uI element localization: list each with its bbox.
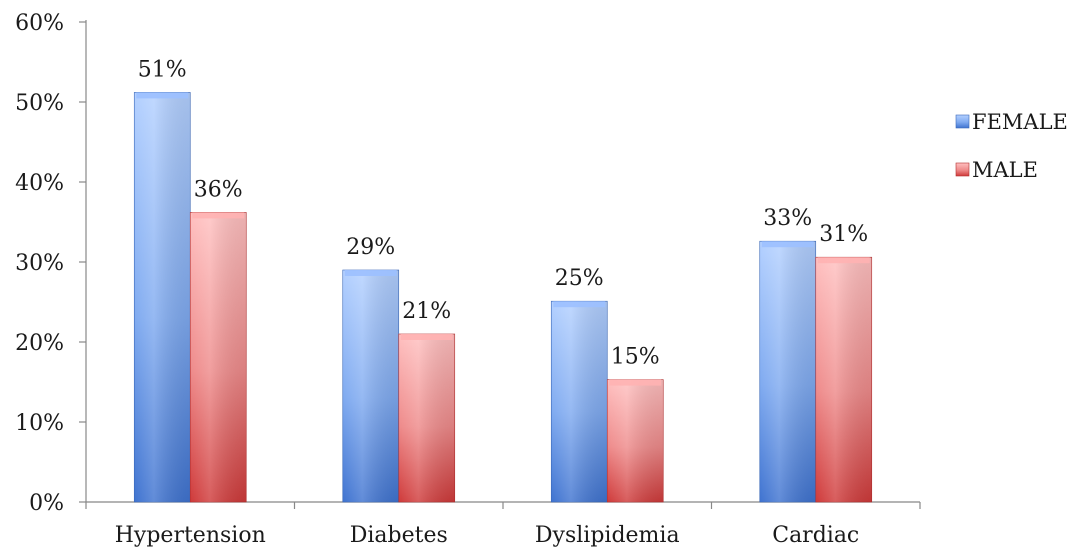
data-label: 21% bbox=[402, 299, 451, 324]
bar-top-bevel bbox=[344, 270, 397, 276]
y-tick-label: 0% bbox=[29, 491, 64, 516]
x-tick-label: Dyslipidemia bbox=[535, 523, 680, 548]
bar-top-bevel bbox=[817, 257, 870, 264]
y-axis-ticks: 0% 10% 20% 30% 40% 50% 60% bbox=[15, 11, 86, 516]
legend-label-male: MALE bbox=[972, 158, 1038, 182]
y-tick-label: 20% bbox=[15, 331, 64, 356]
y-tick-label: 10% bbox=[15, 411, 64, 436]
bar-female-hypertension bbox=[133, 92, 191, 503]
bar-shine bbox=[607, 379, 664, 502]
bar-shine bbox=[398, 334, 455, 502]
bar-shine bbox=[759, 241, 816, 502]
bar-shine bbox=[815, 257, 872, 502]
x-tick-label: Cardiac bbox=[772, 523, 859, 548]
bar-male-cardiac bbox=[815, 256, 873, 503]
y-tick-label: 60% bbox=[15, 11, 64, 36]
y-tick-label: 30% bbox=[15, 251, 64, 276]
y-tick-label: 40% bbox=[15, 171, 64, 196]
bar-top-bevel bbox=[553, 301, 606, 308]
legend-swatch-male bbox=[955, 162, 970, 177]
bar-female-diabetes bbox=[342, 269, 400, 503]
data-labels: 51% 36% 29% 21% 25% 15% 33% 31% bbox=[138, 57, 868, 369]
y-tick-label: 50% bbox=[15, 91, 64, 116]
data-label: 31% bbox=[819, 222, 868, 247]
bar-female-cardiac bbox=[759, 240, 817, 503]
data-label: 51% bbox=[138, 57, 187, 82]
bar-male-dyslipidemia bbox=[606, 379, 664, 503]
bar-female-dyslipidemia bbox=[550, 300, 608, 503]
data-label: 25% bbox=[555, 266, 604, 291]
x-axis-ticks: Hypertension Diabetes Dyslipidemia Cardiac bbox=[85, 502, 921, 548]
bar-shine bbox=[551, 301, 608, 502]
bar-shine bbox=[342, 270, 399, 502]
bar-shine bbox=[190, 212, 247, 502]
bar-male-diabetes bbox=[398, 333, 456, 503]
bar-top-bevel bbox=[761, 241, 814, 248]
legend-swatch-female bbox=[955, 114, 970, 129]
data-label: 36% bbox=[194, 177, 243, 202]
legend: FEMALE MALE bbox=[955, 110, 1068, 182]
data-label: 29% bbox=[346, 235, 395, 260]
legend-label-female: FEMALE bbox=[972, 110, 1068, 134]
bar-top-bevel bbox=[192, 212, 245, 219]
data-label: 33% bbox=[763, 206, 812, 231]
bar-male-hypertension bbox=[189, 212, 247, 503]
bars bbox=[133, 92, 873, 503]
bar-shine bbox=[134, 92, 191, 503]
bar-top-bevel bbox=[136, 92, 189, 99]
bar-top-bevel bbox=[400, 334, 453, 340]
data-label: 15% bbox=[611, 345, 660, 370]
bar-top-bevel bbox=[609, 379, 662, 386]
x-tick-label: Hypertension bbox=[115, 523, 266, 548]
x-tick-label: Diabetes bbox=[350, 523, 448, 548]
